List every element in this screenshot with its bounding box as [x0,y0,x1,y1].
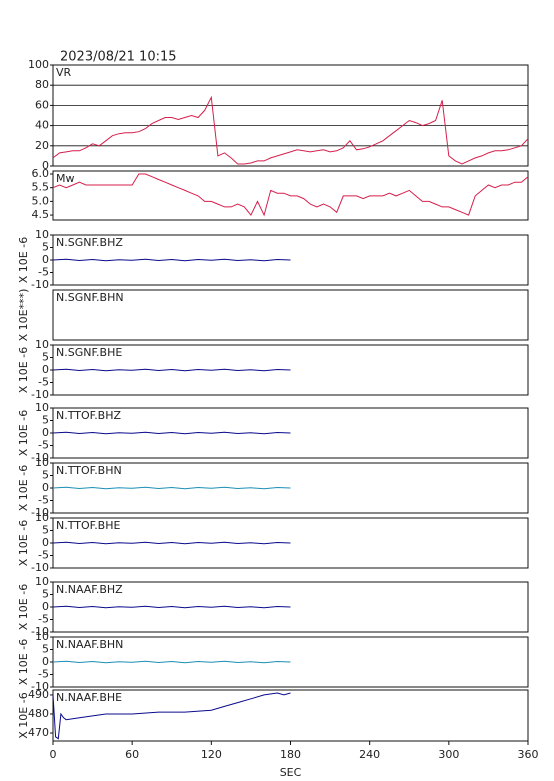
y-tick-label: 4.5 [32,208,50,221]
panel-label: N.NAAF.BHN [56,638,123,651]
panel-frame [52,689,529,742]
y-tick-label: 5 [42,469,49,482]
y-axis-label: X 10E -6 [17,465,30,511]
y-tick-label: -5 [38,668,49,681]
panel-label: N.TTOF.BHE [56,519,121,532]
y-tick-label: -10 [31,506,49,519]
y-tick-label: -5 [38,549,49,562]
y-tick-label: 10 [35,575,49,588]
y-tick-label: 0 [42,363,49,376]
data-line [52,173,529,217]
y-tick-label: 0 [42,536,49,549]
y-tick-label: 10 [35,456,49,469]
y-tick-label: 10 [35,338,49,351]
y-axis-label: X 10E -6 [17,347,30,393]
y-axis-label: X 10E -6 [17,520,30,566]
y-tick-label: 0 [42,253,49,266]
y-tick-label: 80 [35,78,49,91]
y-tick-label: 10 [35,630,49,643]
panel-label: Mw [56,172,75,185]
data-line [52,368,291,372]
y-axis-label: X 10E -6 [17,692,30,738]
panel-label: N.NAAF.BHE [56,691,122,704]
x-axis-label: SEC [280,766,302,779]
y-tick-label: -5 [38,613,49,626]
y-axis-label: X 10E -6 [17,639,30,685]
y-tick-label: 10 [35,511,49,524]
data-line [52,95,529,165]
y-tick-label: 5 [42,241,49,254]
panel-frame [52,289,529,341]
y-tick-label: 480 [28,707,49,720]
y-tick-label: -5 [38,439,49,452]
y-tick-label: -10 [31,451,49,464]
y-tick-label: 0 [42,481,49,494]
y-tick-label: 5 [42,414,49,427]
y-axis-label: X 10E -6 [17,237,30,283]
panel-frame [52,64,529,167]
y-tick-label: -10 [31,625,49,638]
x-tick-label: 300 [438,748,459,761]
y-axis-label: X 10E -6 [17,410,30,456]
y-tick-label: 10 [35,401,49,414]
x-tick-label: 120 [201,748,222,761]
data-line [52,541,291,545]
y-tick-label: 490 [28,688,49,701]
data-line [52,486,291,490]
y-tick-label: 5.0 [32,194,50,207]
data-line [52,605,291,609]
y-axis-label: X 10E***) [17,289,30,342]
y-tick-label: 0 [42,159,49,172]
y-tick-label: 6.0 [32,167,50,180]
data-line [52,692,291,740]
y-tick-label: 5 [42,351,49,364]
y-tick-label: -5 [38,376,49,389]
y-tick-label: 0 [42,600,49,613]
panel-label: N.TTOF.BHZ [56,409,122,422]
x-tick-label: 60 [125,748,139,761]
panel-label: N.SGNF.BHZ [56,236,123,249]
y-tick-label: -10 [31,278,49,291]
data-line [52,258,291,262]
y-tick-label: 20 [35,139,49,152]
y-axis-label: X 10E -6 [17,584,30,630]
data-line [52,431,291,435]
y-tick-label: 5 [42,588,49,601]
y-tick-label: -10 [31,388,49,401]
y-tick-label: 40 [35,119,49,132]
x-tick-label: 180 [280,748,301,761]
panel-label: N.TTOF.BHN [56,464,122,477]
x-tick-label: 0 [50,748,57,761]
y-tick-label: 5 [42,643,49,656]
panel-label: N.SGNF.BHE [56,346,122,359]
chart-title: 2023/08/21 10:15 [60,50,177,65]
y-tick-label: 470 [28,726,49,739]
panel-label: N.SGNF.BHN [56,291,124,304]
y-tick-label: 5.5 [32,181,50,194]
y-tick-label: -10 [31,561,49,574]
y-tick-label: 10 [35,228,49,241]
panel-label: N.NAAF.BHZ [56,583,123,596]
panel-frame [52,170,529,221]
data-line [52,660,291,664]
y-tick-label: 0 [42,655,49,668]
x-tick-label: 360 [518,748,539,761]
y-tick-label: 100 [28,58,49,71]
y-tick-label: 0 [42,426,49,439]
y-tick-label: -5 [38,494,49,507]
x-tick-label: 240 [359,748,380,761]
y-tick-label: -10 [31,680,49,693]
y-tick-label: 5 [42,524,49,537]
y-tick-label: 60 [35,98,49,111]
panel-label: VR [56,66,72,79]
y-tick-label: -5 [38,266,49,279]
